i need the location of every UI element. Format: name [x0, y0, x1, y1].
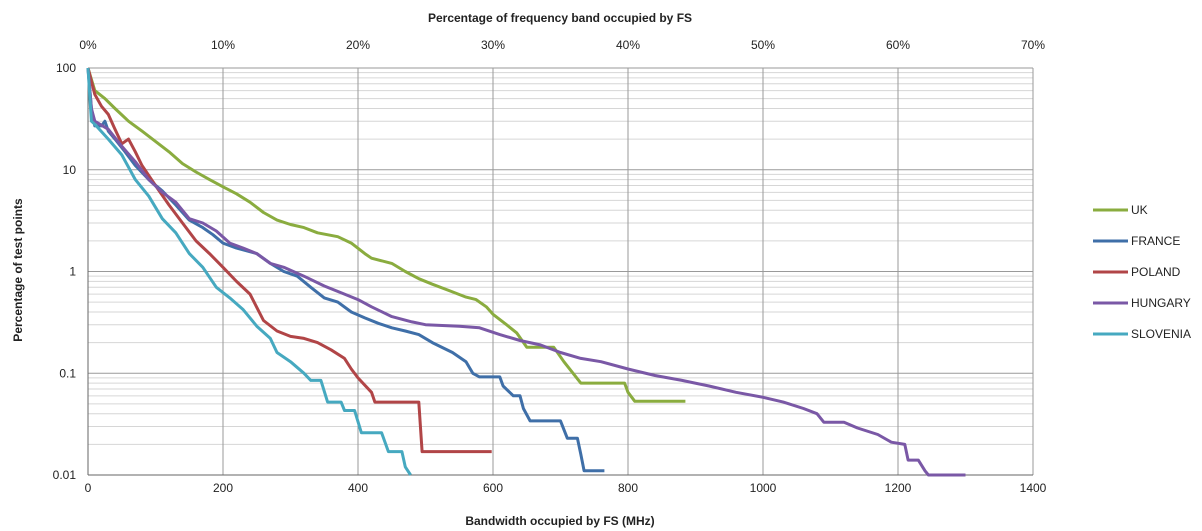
series-line-poland [86, 67, 492, 454]
series-lines [86, 67, 966, 477]
x-tick-label: 1000 [750, 481, 777, 495]
top-axis-tick-label: 70% [1021, 38, 1045, 52]
top-axis-tick-label: 10% [211, 38, 235, 52]
y-tick-label: 0.01 [53, 468, 77, 482]
series-line-uk [86, 67, 686, 403]
y-tick-label: 100 [56, 61, 76, 75]
top-axis-tick-label: 20% [346, 38, 370, 52]
x-tick-label: 1200 [885, 481, 912, 495]
y-tick-label: 0.1 [59, 366, 76, 380]
top-axis-tick-label: 50% [751, 38, 775, 52]
y-axis-title: Percentage of test points [11, 198, 25, 342]
legend-label: POLAND [1131, 265, 1181, 279]
series-line-france [86, 67, 605, 473]
legend-label: HUNGARY [1131, 296, 1191, 310]
series-line-slovenia [86, 67, 412, 476]
x-tick-label: 800 [618, 481, 638, 495]
top-axis-tick-label: 30% [481, 38, 505, 52]
x-tick-label: 200 [213, 481, 233, 495]
x-tick-label: 1400 [1020, 481, 1047, 495]
tick-labels: 0 200 400 600 800 1000 1200 1400 0% 10% 20% 30% 40% 5… [53, 38, 1047, 495]
top-axis-title: Percentage of frequency band occupied by… [428, 11, 692, 25]
y-tick-label: 1 [69, 265, 76, 279]
grid-lines [87, 67, 1034, 476]
legend: UK FRANCE POLAND HUNGARY SLOVENIA [1093, 203, 1191, 341]
x-axis-title: Bandwidth occupied by FS (MHz) [465, 514, 654, 528]
x-tick-label: 400 [348, 481, 368, 495]
legend-label: UK [1131, 203, 1148, 217]
series-line-hungary [86, 67, 966, 477]
top-axis-tick-label: 60% [886, 38, 910, 52]
top-axis-tick-label: 40% [616, 38, 640, 52]
legend-label: SLOVENIA [1131, 327, 1191, 341]
x-tick-label: 0 [85, 481, 92, 495]
y-tick-label: 10 [63, 163, 77, 177]
legend-label: FRANCE [1131, 234, 1180, 248]
top-axis-tick-label: 0% [79, 38, 97, 52]
x-tick-label: 600 [483, 481, 503, 495]
